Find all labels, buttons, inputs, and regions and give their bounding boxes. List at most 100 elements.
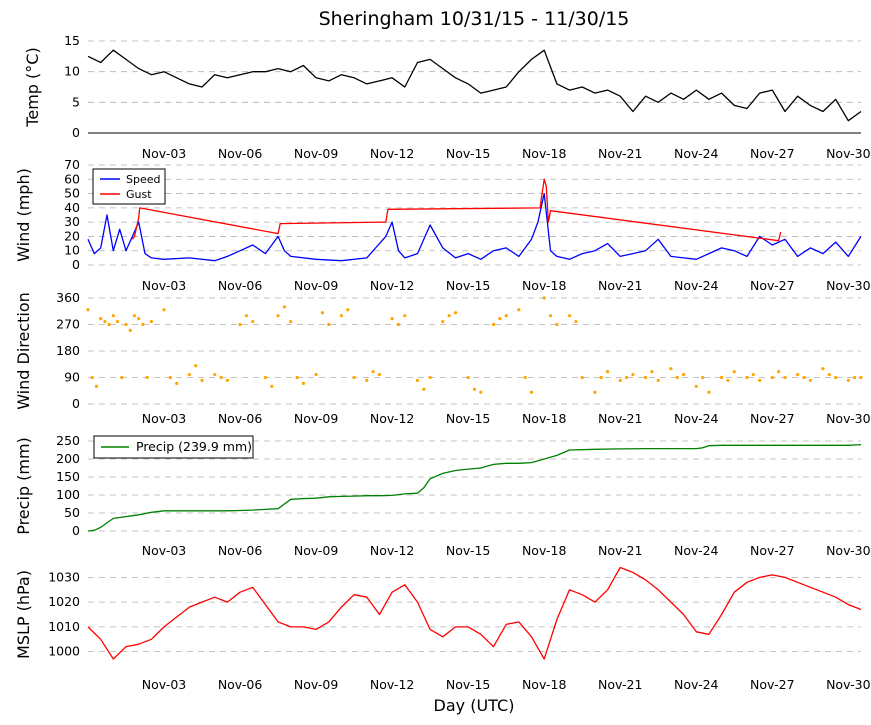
- scatter-point: [574, 319, 578, 324]
- scatter-point: [219, 375, 223, 380]
- panel-1: 0 5 10 15 Nov-03 Nov-06 Nov-09 Nov-12 Nov-15 Nov-…: [23, 33, 871, 161]
- x-tick-label: Nov-03: [142, 677, 186, 692]
- scatter-point: [599, 375, 603, 380]
- scatter-point: [758, 378, 762, 383]
- x-tick-label: Nov-30: [826, 543, 871, 558]
- y-axis-label: Precip (mm): [14, 437, 33, 535]
- y-tick-label: 0: [72, 523, 80, 538]
- scatter-point: [415, 378, 420, 383]
- x-tick-label: Nov-18: [522, 677, 567, 692]
- series-line: [87, 49, 862, 122]
- scatter-point: [567, 314, 572, 318]
- scatter-point: [796, 372, 800, 377]
- x-tick-label: Nov-06: [218, 543, 263, 558]
- scatter-point: [580, 375, 584, 380]
- scatter-point: [498, 317, 502, 321]
- x-tick-label: Nov-12: [370, 278, 414, 293]
- scatter-point: [200, 378, 204, 383]
- scatter-point: [732, 370, 736, 374]
- scatter-point: [339, 314, 344, 318]
- series-line-precip: [87, 443, 862, 532]
- scatter-point: [115, 319, 120, 324]
- x-tick-label: Nov-21: [598, 146, 642, 161]
- y-axis-label: Wind Direction: [14, 292, 33, 410]
- x-tick-label: Nov-15: [446, 543, 490, 558]
- y-tick-label: 15: [64, 33, 80, 48]
- scatter-point: [447, 314, 451, 318]
- scatter-point: [834, 375, 838, 380]
- scatter-point: [726, 378, 730, 383]
- scatter-point: [346, 308, 350, 312]
- x-tick-label: Nov-06: [218, 278, 263, 293]
- series-line: [87, 566, 862, 660]
- scatter-point: [289, 319, 293, 324]
- x-tick-label: Nov-30: [826, 677, 871, 692]
- scatter-point: [244, 314, 249, 318]
- scatter-point: [827, 372, 831, 377]
- scatter-point: [542, 296, 546, 300]
- x-tick-label: Nov-09: [294, 543, 339, 558]
- scatter-point: [859, 375, 863, 380]
- scatter-point: [276, 314, 280, 318]
- scatter-point: [238, 322, 242, 327]
- y-tick-label: 200: [56, 451, 80, 466]
- panel-4: 0 50 100 150 200 250 Nov-03 Nov-06 Nov-09 Nov-12 N…: [14, 433, 871, 558]
- x-tick-label: Nov-18: [522, 543, 567, 558]
- x-tick-label: Nov-09: [294, 677, 339, 692]
- legend-box: [93, 435, 254, 459]
- x-tick-label: Nov-30: [826, 411, 871, 426]
- y-tick-label: 30: [64, 214, 80, 229]
- x-tick-label: Nov-18: [522, 146, 567, 161]
- x-axis-label: Day (UTC): [434, 696, 515, 715]
- scatter-point: [145, 375, 149, 380]
- x-tick-label: Nov-21: [598, 278, 642, 293]
- y-tick-label: 150: [56, 469, 80, 484]
- y-tick-label: 70: [64, 157, 80, 172]
- x-tick-label: Nov-30: [826, 146, 871, 161]
- x-tick-label: Nov-15: [446, 278, 490, 293]
- scatter-point: [124, 322, 128, 327]
- legend-box: [92, 168, 166, 205]
- scatter-point: [365, 378, 369, 383]
- y-tick-label: 5: [72, 94, 80, 109]
- legend-label: Gust: [126, 188, 152, 201]
- x-tick-label: Nov-15: [446, 677, 490, 692]
- scatter-point: [751, 372, 755, 377]
- x-tick-label: Nov-27: [750, 411, 794, 426]
- scatter-point: [371, 370, 375, 374]
- scatter-point: [428, 375, 432, 380]
- x-tick-label: Nov-09: [294, 146, 339, 161]
- scatter-point: [441, 319, 445, 324]
- scatter-point: [327, 322, 331, 327]
- x-tick-label: Nov-30: [826, 278, 871, 293]
- scatter-point: [504, 314, 508, 318]
- legend-label: Precip (239.9 mm): [136, 439, 252, 454]
- y-axis-label: MSLP (hPa): [14, 570, 33, 659]
- y-tick-label: 250: [56, 433, 80, 448]
- scatter-point: [472, 387, 477, 391]
- scatter-point: [141, 322, 145, 327]
- y-tick-label: 50: [64, 505, 80, 520]
- x-tick-label: Nov-12: [370, 677, 414, 692]
- x-tick-label: Nov-18: [522, 278, 567, 293]
- scatter-point: [168, 375, 172, 380]
- y-tick-label: 60: [64, 171, 80, 186]
- scatter-point: [270, 384, 274, 388]
- scatter-point: [225, 378, 229, 383]
- series-line-speed: [87, 192, 862, 262]
- scatter-point: [301, 381, 306, 385]
- scatter-point: [523, 375, 527, 380]
- scatter-point: [103, 319, 107, 324]
- x-tick-label: Nov-27: [750, 146, 794, 161]
- scatter-point: [802, 375, 806, 380]
- y-tick-label: 10: [64, 64, 80, 79]
- x-tick-label: Nov-18: [522, 411, 567, 426]
- scatter-point: [720, 375, 724, 380]
- y-tick-label: 1010: [48, 619, 80, 634]
- scatter-point: [675, 375, 679, 380]
- scatter-point: [149, 319, 153, 324]
- x-tick-label: Nov-03: [142, 411, 186, 426]
- scatter-point: [377, 372, 382, 377]
- x-tick-label: Nov-06: [218, 411, 263, 426]
